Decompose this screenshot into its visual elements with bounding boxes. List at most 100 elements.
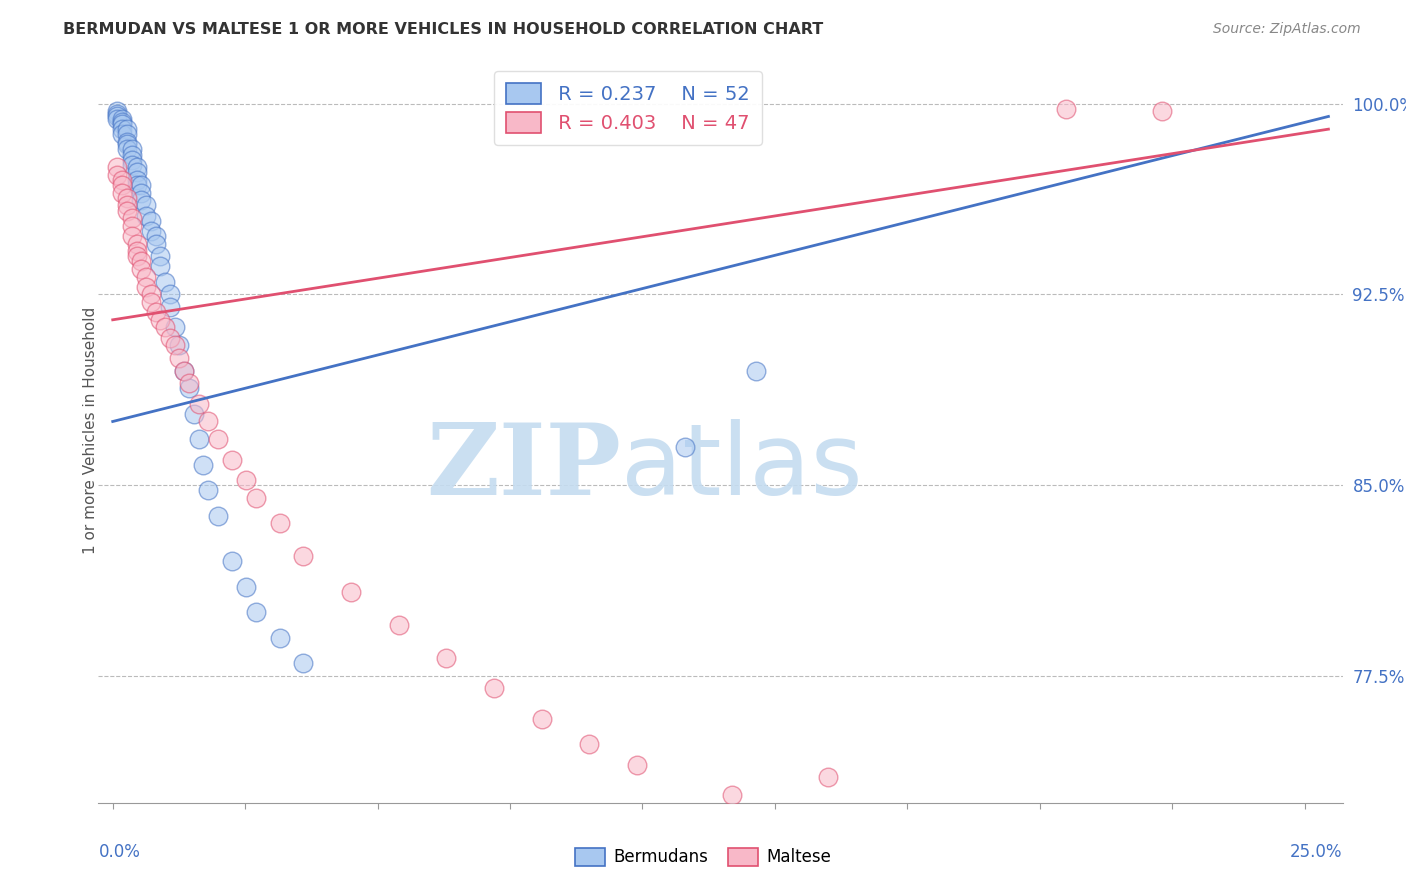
Point bbox=[745, 364, 768, 378]
Point bbox=[159, 287, 181, 301]
Point bbox=[177, 381, 200, 395]
Point bbox=[145, 305, 167, 319]
Point bbox=[139, 295, 162, 310]
Point bbox=[292, 656, 315, 670]
Text: 25.0%: 25.0% bbox=[1291, 843, 1343, 861]
Legend:  R = 0.237    N = 52,  R = 0.403    N = 47: R = 0.237 N = 52, R = 0.403 N = 47 bbox=[494, 71, 762, 145]
Point bbox=[145, 236, 167, 251]
Point bbox=[340, 584, 363, 599]
Point bbox=[135, 279, 157, 293]
Text: Source: ZipAtlas.com: Source: ZipAtlas.com bbox=[1213, 22, 1361, 37]
Point bbox=[121, 158, 143, 172]
Point bbox=[131, 178, 153, 192]
Y-axis label: 1 or more Vehicles in Household: 1 or more Vehicles in Household bbox=[83, 307, 97, 554]
Point bbox=[145, 228, 167, 243]
Point bbox=[131, 186, 153, 200]
Point bbox=[125, 173, 148, 187]
Point bbox=[482, 681, 505, 696]
Point bbox=[115, 127, 138, 141]
Point bbox=[673, 440, 696, 454]
Point bbox=[159, 300, 181, 314]
Point bbox=[183, 407, 205, 421]
Point bbox=[139, 213, 162, 227]
Point bbox=[187, 432, 209, 446]
Point bbox=[111, 127, 134, 141]
Point bbox=[193, 458, 215, 472]
Point bbox=[169, 338, 191, 352]
Point bbox=[139, 287, 162, 301]
Point bbox=[149, 249, 172, 263]
Point bbox=[125, 161, 148, 175]
Point bbox=[111, 186, 134, 200]
Point bbox=[131, 194, 153, 208]
Point bbox=[111, 173, 134, 187]
Point bbox=[153, 320, 176, 334]
Point bbox=[578, 737, 600, 751]
Point bbox=[159, 330, 181, 344]
Point bbox=[135, 198, 157, 212]
Point bbox=[107, 107, 129, 121]
Point bbox=[135, 209, 157, 223]
Point bbox=[207, 432, 229, 446]
Point bbox=[121, 147, 143, 161]
Point bbox=[125, 244, 148, 259]
Text: 0.0%: 0.0% bbox=[98, 843, 141, 861]
Point bbox=[149, 260, 172, 274]
Point bbox=[121, 211, 143, 226]
Point bbox=[135, 269, 157, 284]
Point bbox=[125, 236, 148, 251]
Point bbox=[131, 254, 153, 268]
Point bbox=[177, 376, 200, 391]
Point bbox=[149, 313, 172, 327]
Point bbox=[221, 452, 243, 467]
Point bbox=[245, 605, 267, 619]
Legend: Bermudans, Maltese: Bermudans, Maltese bbox=[568, 841, 838, 873]
Point bbox=[197, 483, 219, 497]
Point bbox=[817, 771, 839, 785]
Point bbox=[107, 110, 129, 124]
Point bbox=[115, 122, 138, 136]
Point bbox=[235, 580, 257, 594]
Point bbox=[111, 112, 134, 126]
Text: ZIP: ZIP bbox=[426, 419, 621, 516]
Text: atlas: atlas bbox=[621, 419, 863, 516]
Point bbox=[121, 143, 143, 157]
Point bbox=[153, 275, 176, 289]
Point bbox=[115, 143, 138, 157]
Point bbox=[111, 117, 134, 131]
Point bbox=[173, 364, 195, 378]
Point bbox=[388, 618, 411, 632]
Point bbox=[626, 757, 648, 772]
Point bbox=[125, 178, 148, 192]
Point bbox=[111, 122, 134, 136]
Point bbox=[111, 178, 134, 192]
Point bbox=[107, 168, 129, 182]
Point bbox=[139, 224, 162, 238]
Point bbox=[269, 631, 291, 645]
Point bbox=[107, 161, 129, 175]
Point bbox=[125, 165, 148, 179]
Point bbox=[115, 203, 138, 218]
Point bbox=[131, 262, 153, 277]
Point bbox=[107, 104, 129, 119]
Point bbox=[207, 508, 229, 523]
Point bbox=[121, 219, 143, 233]
Point bbox=[187, 397, 209, 411]
Point bbox=[269, 516, 291, 531]
Point bbox=[121, 228, 143, 243]
Point bbox=[1054, 102, 1077, 116]
Point bbox=[169, 351, 191, 365]
Point bbox=[197, 415, 219, 429]
Point bbox=[245, 491, 267, 505]
Point bbox=[1150, 104, 1173, 119]
Point bbox=[115, 135, 138, 149]
Point bbox=[163, 320, 186, 334]
Point bbox=[111, 114, 134, 128]
Point bbox=[115, 137, 138, 152]
Point bbox=[292, 549, 315, 564]
Point bbox=[121, 153, 143, 167]
Point bbox=[530, 712, 553, 726]
Point bbox=[115, 198, 138, 212]
Point bbox=[125, 249, 148, 263]
Text: BERMUDAN VS MALTESE 1 OR MORE VEHICLES IN HOUSEHOLD CORRELATION CHART: BERMUDAN VS MALTESE 1 OR MORE VEHICLES I… bbox=[63, 22, 824, 37]
